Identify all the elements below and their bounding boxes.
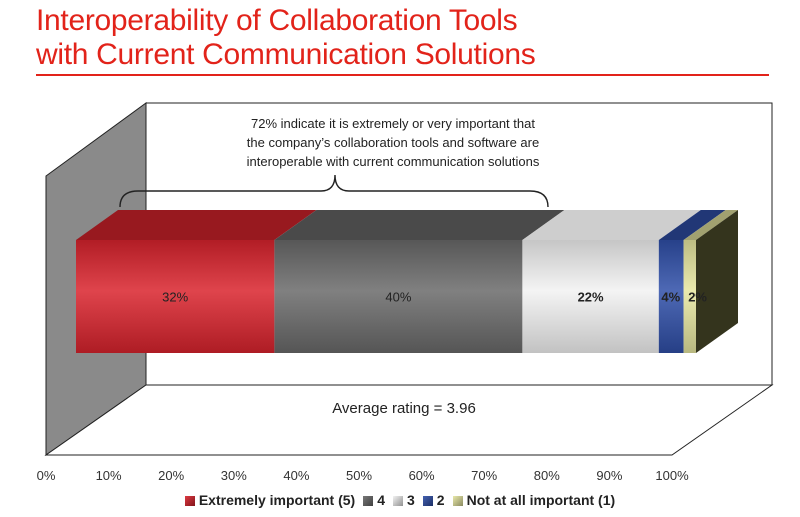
annotation-brace	[119, 174, 549, 208]
legend-swatch	[422, 496, 433, 506]
x-tick-label: 20%	[158, 468, 184, 483]
chart-floor	[44, 384, 774, 456]
bar-segment-4	[658, 240, 684, 353]
bar-label-4: 4%	[661, 290, 680, 305]
x-tick-label: 70%	[471, 468, 497, 483]
legend-label: 3	[407, 492, 415, 508]
title-line-1: Interoperability of Collaboration Tools	[36, 4, 518, 37]
legend-item-4: 2	[422, 492, 445, 508]
x-tick-label: 80%	[534, 468, 560, 483]
annotation-line-1: 72% indicate it is extremely or very imp…	[251, 116, 535, 131]
legend-label: 2	[436, 492, 445, 508]
x-tick-label: 100%	[655, 468, 689, 483]
annotation-line-3: interoperable with current communication…	[247, 154, 540, 169]
x-tick-label: 10%	[96, 468, 122, 483]
legend-label: Not at all important (1)	[466, 492, 616, 508]
bar-segment-5	[683, 240, 696, 353]
legend-swatch	[184, 496, 195, 506]
bar-segment-2	[274, 240, 523, 353]
bar-top-2	[274, 210, 565, 240]
bar-side	[696, 210, 738, 353]
x-tick-label: 60%	[409, 468, 435, 483]
bar-top-1	[76, 210, 317, 240]
legend-label: Extremely important (5)	[198, 492, 356, 508]
legend-item-2: 4	[363, 492, 385, 508]
legend-swatch	[393, 496, 403, 506]
title-line-2: with Current Communication Solutions	[36, 38, 536, 71]
bar-label-1: 32%	[162, 290, 188, 305]
bar-top-4	[658, 210, 726, 240]
bar-label-2: 40%	[385, 290, 411, 305]
title-rule	[36, 74, 769, 76]
x-tick-label: 0%	[37, 468, 56, 483]
chart-title: Interoperability of Collaboration Tools …	[36, 4, 776, 72]
legend-swatch	[452, 496, 463, 506]
legend-item-1: Extremely important (5)	[184, 492, 356, 508]
legend-swatch	[363, 496, 374, 506]
bar-segment-3	[522, 240, 659, 353]
annotation-line-2: the company’s collaboration tools and so…	[247, 135, 539, 150]
bar-top-3	[522, 210, 701, 240]
bar-label-3: 22%	[578, 290, 604, 305]
legend-item-5: Not at all important (1)	[452, 492, 616, 508]
legend: Extremely important (5) 4 3 2 Not at all imp…	[0, 492, 800, 508]
legend-item-3: 3	[393, 492, 415, 508]
bar-top-5	[683, 210, 738, 240]
x-tick-label: 30%	[221, 468, 247, 483]
x-tick-label: 50%	[346, 468, 372, 483]
bar-segment-1	[76, 240, 275, 353]
average-rating: Average rating = 3.96	[332, 400, 476, 417]
stacked-bar-chart: 0% 10% 20% 30% 40% 50% 60% 70% 80% 90% 100% 32% 40% 2…	[37, 102, 774, 483]
legend-label: 4	[377, 492, 385, 508]
bar-label-5: 2%	[688, 290, 707, 305]
x-tick-label: 90%	[596, 468, 622, 483]
x-tick-label: 40%	[283, 468, 309, 483]
